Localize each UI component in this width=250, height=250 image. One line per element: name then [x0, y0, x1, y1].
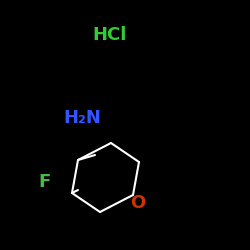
Text: H₂N: H₂N	[63, 109, 101, 127]
Text: F: F	[38, 173, 50, 191]
Text: O: O	[130, 194, 146, 212]
Text: HCl: HCl	[93, 26, 127, 44]
